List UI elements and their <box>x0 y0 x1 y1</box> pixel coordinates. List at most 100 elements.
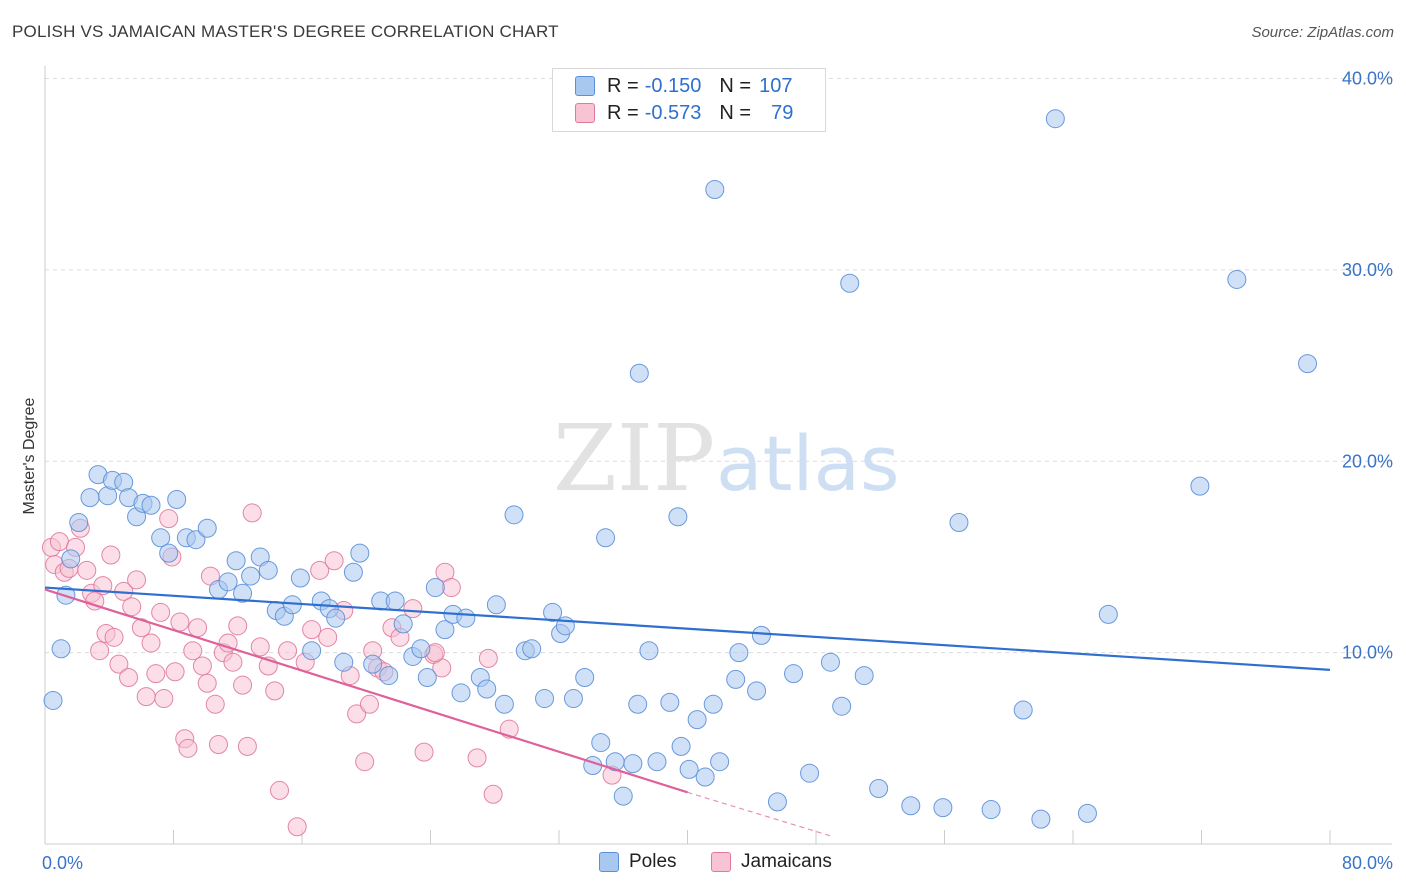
jamaicans-trend-line <box>44 588 688 794</box>
poles-point <box>628 694 648 714</box>
legend-item-jamaicans[interactable]: Jamaicans <box>711 851 832 873</box>
poles-point <box>840 273 860 293</box>
poles-point <box>379 666 399 686</box>
jamaicans-swatch <box>575 103 595 123</box>
grid-lines <box>45 78 1392 654</box>
tick-labels: 10.0% 20.0% 30.0% 40.0% 0.0% 80.0% <box>42 69 1393 874</box>
jamaicans-point <box>403 599 423 619</box>
poles-point <box>151 528 171 548</box>
jamaicans-point <box>131 618 151 638</box>
poles-point <box>703 694 723 714</box>
jamaicans-point <box>414 742 434 762</box>
jamaicans-point <box>119 668 139 688</box>
poles-point <box>671 736 691 756</box>
poles-point <box>494 694 514 714</box>
jamaicans-point <box>136 687 156 707</box>
jamaicans-n-value: 79 <box>771 101 794 124</box>
poles-point <box>385 591 405 611</box>
jamaicans-point <box>122 597 142 617</box>
poles-points <box>43 109 1318 829</box>
poles-point <box>226 551 246 571</box>
watermark-zip: ZIP <box>553 405 715 512</box>
poles-point <box>647 752 667 772</box>
poles-point <box>639 641 659 661</box>
jamaicans-point <box>302 620 322 640</box>
jamaicans-point <box>178 738 198 758</box>
poles-point <box>901 796 921 816</box>
jamaicans-point <box>223 652 243 672</box>
poles-point <box>1227 269 1247 289</box>
poles-point <box>218 572 238 592</box>
poles-point <box>69 512 89 532</box>
jamaicans-point <box>208 734 228 754</box>
poles-point <box>350 543 370 563</box>
poles-point <box>233 583 253 603</box>
jamaicans-point <box>90 641 110 661</box>
jamaicans-point <box>483 784 503 804</box>
jamaicans-trend-extension <box>687 791 833 837</box>
poles-point <box>435 620 455 640</box>
poles-point <box>854 666 874 686</box>
trend-lines <box>44 586 1331 837</box>
poles-point <box>167 490 187 510</box>
poles-point <box>629 363 649 383</box>
poles-point <box>326 608 346 628</box>
poles-point <box>258 560 278 580</box>
poles-point <box>141 495 161 515</box>
y-tick-label: 20.0% <box>1342 451 1393 471</box>
poles-point <box>522 639 542 659</box>
poles-point <box>800 763 820 783</box>
n-label: N = <box>719 74 752 97</box>
poles-point <box>623 754 643 774</box>
jamaicans-point <box>192 656 212 676</box>
jamaicans-point <box>101 545 121 565</box>
jamaicans-point <box>242 503 262 523</box>
poles-point <box>477 679 497 699</box>
poles-point <box>784 664 804 684</box>
jamaicans-point <box>141 633 161 653</box>
jamaicans-point <box>109 654 129 674</box>
poles-point <box>363 654 383 674</box>
poles-point <box>61 549 81 569</box>
poles-point <box>241 566 261 586</box>
jamaicans-legend-swatch <box>711 852 731 872</box>
jamaicans-point <box>154 689 174 709</box>
poles-point <box>767 792 787 812</box>
poles-point <box>51 639 71 659</box>
poles-point <box>456 608 476 628</box>
poles-point <box>751 625 771 645</box>
jamaicans-point <box>310 560 330 580</box>
jamaicans-legend-label: Jamaicans <box>741 851 832 872</box>
jamaicans-point <box>478 648 498 668</box>
poles-point <box>949 512 969 532</box>
legend-item-poles[interactable]: Poles <box>599 851 677 873</box>
jamaicans-point <box>228 616 248 636</box>
jamaicans-point <box>355 752 375 772</box>
poles-point <box>504 505 524 525</box>
chart-title: POLISH VS JAMAICAN MASTER'S DEGREE CORRE… <box>12 22 559 41</box>
jamaicans-point <box>265 681 285 701</box>
poles-point <box>159 543 179 563</box>
jamaicans-point <box>170 612 190 632</box>
poles-point <box>613 786 633 806</box>
poles-point <box>660 692 680 712</box>
jamaicans-point <box>318 627 338 647</box>
r-label: R = <box>607 101 639 124</box>
jamaicans-point <box>467 748 487 768</box>
legend-row-jamaicans: R = -0.573 N = 79 <box>575 100 799 126</box>
jamaicans-point <box>324 551 344 571</box>
jamaicans-point <box>151 602 171 622</box>
poles-point <box>981 800 1001 820</box>
jamaicans-point <box>159 509 179 529</box>
y-tick-label: 40.0% <box>1342 69 1393 89</box>
poles-point <box>1013 700 1033 720</box>
poles-point <box>425 578 445 598</box>
jamaicans-point <box>347 704 367 724</box>
jamaicans-point <box>165 662 185 682</box>
poles-point <box>451 683 471 703</box>
axes <box>44 66 1392 845</box>
poles-point <box>1045 109 1065 129</box>
poles-point <box>197 518 217 538</box>
x-tick-label: 80.0% <box>1342 853 1393 873</box>
